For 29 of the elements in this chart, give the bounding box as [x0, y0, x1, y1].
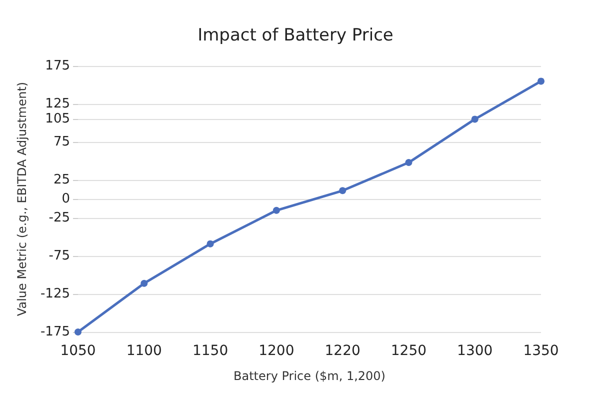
point [140, 280, 148, 287]
x-tick-label: 1200 [258, 343, 294, 359]
y-tick-label: 75 [53, 134, 70, 150]
x-tick-label: 1250 [390, 343, 427, 359]
x-tick-label: 1300 [457, 343, 493, 359]
y-tick-label: 125 [45, 96, 70, 112]
point [538, 78, 544, 85]
x-tick-label: 1050 [60, 343, 96, 359]
chart-title: Impact of Battery Price [198, 26, 394, 46]
x-tick-label: 1100 [126, 343, 162, 359]
point [471, 116, 478, 123]
x-tick-label: 1150 [192, 343, 228, 359]
y-tick-label: -75 [48, 248, 70, 264]
x-tick-label: 1220 [324, 343, 360, 359]
y-axis-title: Value Metric (e.g., EBITDA Adjustment) [15, 82, 29, 316]
point [74, 328, 82, 336]
point [405, 159, 412, 166]
point [339, 187, 346, 194]
y-tick-label: 25 [53, 172, 70, 188]
x-tick-label: 1350 [523, 343, 559, 359]
y-tick-label: 105 [45, 112, 70, 127]
y-tick-label: -25 [48, 210, 70, 226]
point [206, 240, 214, 248]
y-tick-label: 0 [62, 192, 70, 206]
point [272, 206, 280, 214]
y-tick-label: 175 [45, 58, 70, 74]
y-tick-label: -125 [40, 286, 70, 302]
y-tick-label: -175 [40, 324, 70, 340]
x-axis-title: Battery Price ($m, 1,200) [234, 369, 386, 383]
